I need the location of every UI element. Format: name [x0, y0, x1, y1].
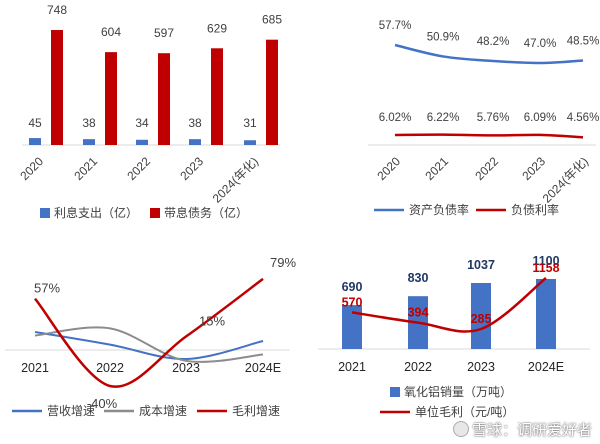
p1-label-debt-1: 604 [101, 25, 121, 39]
p1-label-debt-3: 629 [207, 21, 227, 35]
p3-tick-2: 2023 [172, 361, 200, 375]
p2-legend-rate-label: 负债利率 [511, 202, 559, 217]
p2-label-rate-4: 4.56% [567, 112, 600, 124]
p1-bar-debt-2 [158, 53, 170, 145]
p4-bar-volume-3 [536, 279, 556, 349]
leverage-rate-chart: 57.7% 50.9% 48.2% 47.0% 48.5% 6.02% 6.22% 5.76%… [368, 20, 599, 217]
p4-legend-margin-label: 单位毛利（元/吨） [415, 404, 514, 419]
p4-label-volume-1: 830 [408, 271, 429, 285]
interest-debt-chart: 45 748 38 604 34 597 38 629 31 685 2020 2021 2022 202… [17, 3, 282, 220]
growth-rate-chart: 57% -40% 15% 79% 2021 2022 2023 2024E 营收增速 成本增速 毛利… [5, 255, 296, 418]
p1-bar-debt-0 [51, 30, 63, 145]
p1-label-interest-1: 38 [82, 116, 96, 130]
p2-tick-0: 2020 [374, 154, 403, 183]
p2-label-leverage-3: 47.0% [524, 38, 557, 50]
p1-tick-2: 2022 [124, 154, 153, 183]
p3-legend-revenue-label: 营收增速 [47, 404, 95, 418]
p4-label-margin-1: 394 [408, 306, 429, 320]
p4-tick-1: 2022 [404, 360, 432, 374]
p4-label-margin-3: 1158 [532, 261, 559, 275]
p1-tick-1: 2021 [71, 154, 100, 183]
snowball-logo-icon [452, 421, 469, 437]
p4-tick-0: 2021 [338, 360, 366, 374]
p3-legend-cost-label: 成本增速 [139, 404, 187, 418]
p3-line-revenue [34, 331, 264, 361]
p3-line-gross-profit [34, 277, 264, 388]
p2-legend-leverage-label: 资产负债率 [409, 202, 469, 217]
p2-line-leverage [394, 43, 584, 65]
p4-tick-2: 2023 [467, 360, 495, 374]
p2-label-leverage-1: 50.9% [427, 31, 460, 43]
p1-bar-debt-4 [266, 39, 278, 145]
p2-tick-1: 2021 [422, 154, 451, 183]
p4-legend-volume-swatch [390, 387, 400, 397]
p1-legend-debt-label: 带息债务（亿） [164, 205, 248, 220]
p1-label-interest-2: 34 [135, 116, 149, 130]
p2-tick-4: 2024(年化) [540, 154, 591, 205]
p1-bar-interest-0 [29, 138, 41, 145]
watermark-text: 雪球：调研爱好者 [471, 421, 592, 439]
p4-legend-volume-label: 氧化铝销量（万吨） [404, 384, 512, 399]
p1-bar-interest-1 [83, 139, 95, 145]
p1-label-interest-0: 45 [28, 116, 42, 130]
p1-label-debt-0: 748 [47, 3, 67, 17]
p1-bar-interest-3 [189, 139, 201, 145]
p4-label-margin-2: 285 [471, 312, 492, 326]
p4-label-margin-0: 570 [342, 295, 363, 309]
p4-bar-volume-0 [342, 305, 362, 349]
p4-tick-3: 2024E [528, 360, 564, 374]
p3-tick-1: 2022 [96, 361, 124, 375]
p2-label-rate-0: 6.02% [379, 112, 412, 124]
p4-label-volume-2: 1037 [467, 258, 495, 272]
p4-label-volume-0: 690 [342, 280, 363, 294]
p2-line-rate [394, 133, 584, 139]
p1-bar-debt-3 [211, 48, 223, 145]
p4-label-volume-3: 1100 [532, 254, 559, 268]
p1-tick-4: 2024(年化) [210, 154, 261, 205]
p1-tick-0: 2020 [17, 154, 46, 183]
p2-label-leverage-4: 48.5% [567, 35, 600, 47]
p2-tick-2: 2022 [472, 154, 501, 183]
p2-label-leverage-0: 57.7% [379, 20, 412, 32]
p4-line-margin [351, 277, 547, 333]
p1-bar-debt-1 [105, 52, 117, 145]
p3-legend-gross-profit-label: 毛利增速 [232, 404, 280, 418]
p1-label-interest-4: 31 [243, 116, 257, 130]
p3-tick-3: 2024E [245, 361, 281, 375]
p3-label-gross-profit-2: 15% [199, 314, 225, 329]
p2-label-leverage-2: 48.2% [477, 36, 510, 48]
p1-legend-interest-swatch [40, 208, 50, 218]
p2-label-rate-2: 5.76% [477, 112, 510, 124]
p1-bar-interest-4 [244, 140, 256, 145]
p3-label-gross-profit-0: 57% [34, 281, 60, 296]
p3-tick-0: 2021 [21, 361, 49, 375]
p1-bar-interest-2 [136, 139, 148, 145]
p3-line-cost [34, 326, 264, 363]
p4-bar-volume-2 [471, 283, 491, 349]
p3-label-gross-profit-3: 79% [270, 255, 296, 270]
watermark: 雪球：调研爱好者 [452, 419, 592, 440]
p3-label-gross-profit-1: -40% [87, 396, 118, 411]
p1-label-interest-3: 38 [188, 116, 202, 130]
p1-legend-interest-label: 利息支出（亿） [54, 205, 138, 220]
p1-tick-3: 2023 [177, 154, 206, 183]
p2-label-rate-1: 6.22% [427, 112, 460, 124]
p1-label-debt-4: 685 [262, 13, 282, 27]
p2-tick-3: 2023 [519, 154, 548, 183]
sales-margin-chart: 690 830 1037 1100 570 394 285 1158 2021 2022 2023 2… [318, 254, 590, 419]
p1-label-debt-2: 597 [154, 26, 174, 40]
p1-legend-debt-swatch [150, 208, 160, 218]
p2-label-rate-3: 6.09% [524, 112, 557, 124]
